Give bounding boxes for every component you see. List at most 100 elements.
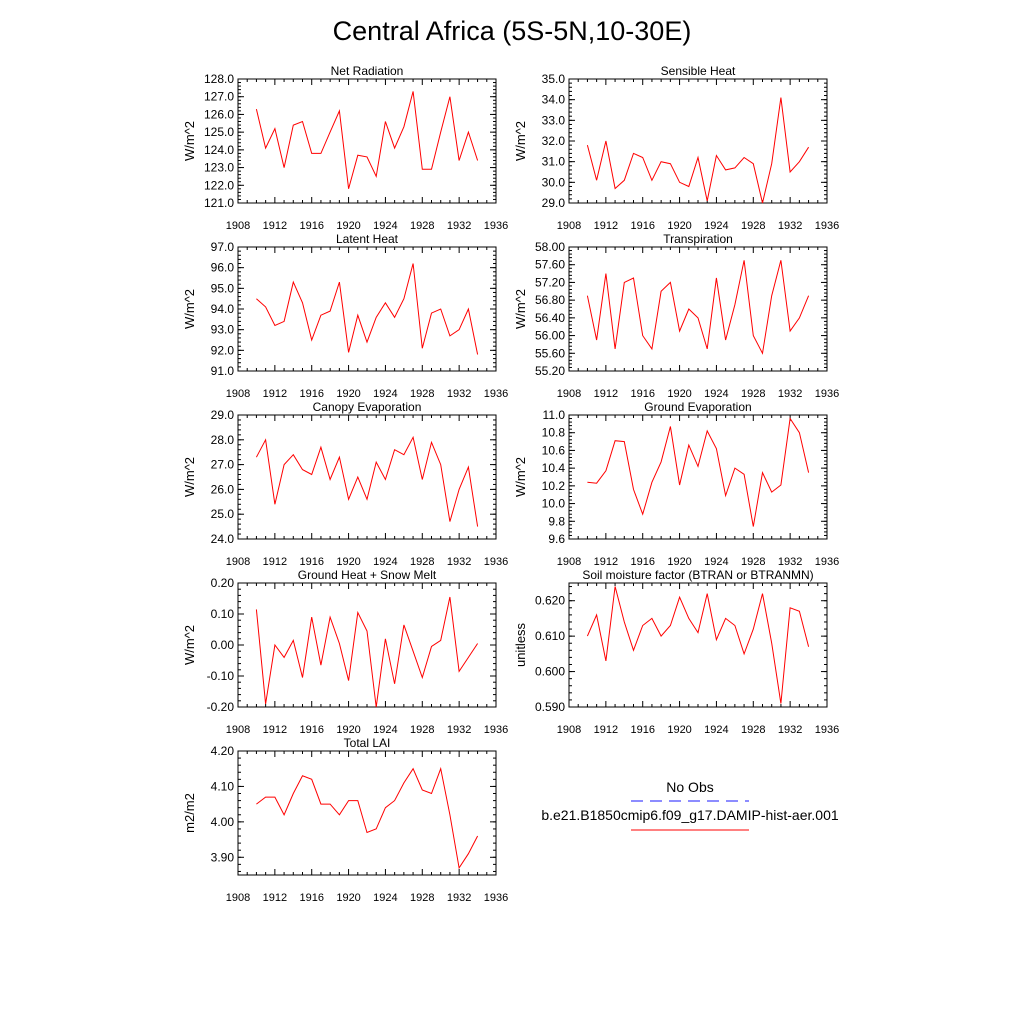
x-tick-label: 1936: [815, 388, 839, 400]
x-tick-label: 1916: [630, 724, 654, 736]
plot-frame: [237, 246, 497, 372]
series-line: [255, 596, 479, 708]
plot-frame: [568, 246, 828, 372]
x-tick-label: 1908: [557, 556, 581, 568]
y-tick-label: 4.00: [211, 815, 235, 829]
y-tick-label: 55.60: [535, 346, 565, 360]
x-tick-label: 1916: [630, 556, 654, 568]
y-axis-label: unitless: [513, 622, 528, 667]
y-tick-label: 92.0: [211, 343, 235, 357]
x-tick-label: 1920: [667, 388, 691, 400]
y-tick-label: 122.0: [204, 178, 234, 192]
legend-model-label: b.e21.B1850cmip6.f09_g17.DAMIP-hist-aer.…: [541, 807, 839, 823]
x-tick-label: 1936: [815, 220, 839, 232]
x-tick-label: 1924: [373, 892, 397, 904]
x-tick-label: 1936: [484, 724, 508, 736]
panel-8: Total LAI m2/m2 1908 1912 1916 1920 1924 1928 19…: [182, 736, 508, 904]
x-tick-label: 1936: [815, 724, 839, 736]
x-tick-label: 1932: [778, 724, 802, 736]
x-tick-label: 1928: [410, 892, 434, 904]
panel-title: Canopy Evaporation: [313, 400, 422, 414]
x-tick-label: 1916: [299, 892, 323, 904]
x-tick-label: 1928: [741, 556, 765, 568]
x-tick-label: 1936: [815, 556, 839, 568]
y-axis-label: W/m^2: [182, 457, 197, 497]
panel-3: Transpiration W/m^2 1908 1912 1916 1920 1924 19…: [513, 232, 839, 400]
series-line: [586, 97, 810, 204]
x-tick-label: 1908: [226, 388, 250, 400]
y-tick-label: 11.0: [543, 408, 566, 422]
y-tick-label: 10.0: [542, 497, 566, 511]
plot-frame: [568, 78, 828, 204]
panel-5: Ground Evaporation W/m^2 1908 1912 1916 1920 1…: [513, 400, 839, 568]
y-tick-label: 56.80: [535, 293, 565, 307]
y-tick-label: 31.0: [542, 155, 566, 169]
y-tick-label: 9.6: [548, 532, 565, 546]
y-tick-label: 29.0: [211, 408, 235, 422]
y-tick-label: 34.0: [542, 93, 566, 107]
y-tick-label: 29.0: [542, 196, 566, 210]
y-tick-label: 3.90: [211, 850, 235, 864]
y-tick-label: 25.0: [211, 507, 235, 521]
x-tick-label: 1916: [299, 556, 323, 568]
y-tick-label: 93.0: [211, 323, 235, 337]
x-tick-label: 1920: [667, 556, 691, 568]
y-tick-label: 97.0: [211, 240, 235, 254]
page-title: Central Africa (5S-5N,10-30E): [333, 16, 692, 46]
x-tick-label: 1908: [557, 724, 581, 736]
x-tick-label: 1920: [336, 388, 360, 400]
y-axis-label: m2/m2: [182, 793, 197, 833]
x-tick-label: 1924: [373, 220, 397, 232]
x-tick-label: 1920: [667, 220, 691, 232]
panel-title: Total LAI: [344, 736, 391, 750]
x-tick-label: 1936: [484, 556, 508, 568]
x-tick-label: 1928: [741, 724, 765, 736]
x-tick-label: 1916: [630, 388, 654, 400]
y-tick-label: 10.8: [542, 426, 566, 440]
y-tick-label: 27.0: [211, 458, 235, 472]
x-tick-label: 1916: [299, 724, 323, 736]
series-line: [256, 766, 479, 870]
y-tick-label: 125.0: [204, 125, 234, 139]
y-axis-label: W/m^2: [513, 289, 528, 329]
x-tick-label: 1920: [336, 556, 360, 568]
x-tick-label: 1932: [778, 556, 802, 568]
panel-title: Ground Heat + Snow Melt: [298, 568, 437, 582]
x-tick-label: 1916: [299, 388, 323, 400]
x-tick-label: 1924: [704, 556, 728, 568]
y-tick-label: -0.10: [207, 669, 235, 683]
x-tick-label: 1916: [299, 220, 323, 232]
x-tick-label: 1932: [447, 220, 471, 232]
x-tick-label: 1916: [630, 220, 654, 232]
y-tick-label: 33.0: [542, 113, 566, 127]
x-tick-label: 1932: [778, 388, 802, 400]
x-tick-label: 1924: [704, 724, 728, 736]
y-tick-label: 128.0: [204, 72, 234, 86]
y-tick-label: 55.20: [535, 364, 565, 378]
series-line: [586, 260, 810, 355]
legend: No Obs b.e21.B1850cmip6.f09_g17.DAMIP-hi…: [541, 779, 839, 831]
panels-group: Net Radiation W/m^2 1908 1912 1916 1920 1924 19…: [182, 64, 839, 904]
x-tick-label: 1912: [594, 724, 618, 736]
panel-title: Net Radiation: [331, 64, 404, 78]
series-line: [587, 417, 810, 527]
x-tick-label: 1928: [410, 724, 434, 736]
x-tick-label: 1924: [373, 724, 397, 736]
plot-frame: [237, 78, 497, 204]
x-tick-label: 1912: [594, 556, 618, 568]
x-tick-label: 1936: [484, 388, 508, 400]
x-tick-label: 1908: [226, 892, 250, 904]
x-tick-label: 1924: [704, 220, 728, 232]
panel-7: Soil moisture factor (BTRAN or BTRANMN) u…: [513, 568, 839, 736]
x-tick-label: 1912: [263, 892, 287, 904]
series-line: [255, 435, 479, 527]
y-tick-label: -0.20: [207, 700, 235, 714]
panel-2: Latent Heat W/m^2 1908 1912 1916 1920 1924 1928…: [182, 232, 508, 400]
y-tick-label: 10.6: [542, 443, 566, 457]
x-tick-label: 1912: [263, 220, 287, 232]
x-tick-label: 1928: [410, 388, 434, 400]
x-tick-label: 1924: [704, 388, 728, 400]
x-tick-label: 1912: [594, 220, 618, 232]
y-tick-label: 4.20: [211, 744, 235, 758]
